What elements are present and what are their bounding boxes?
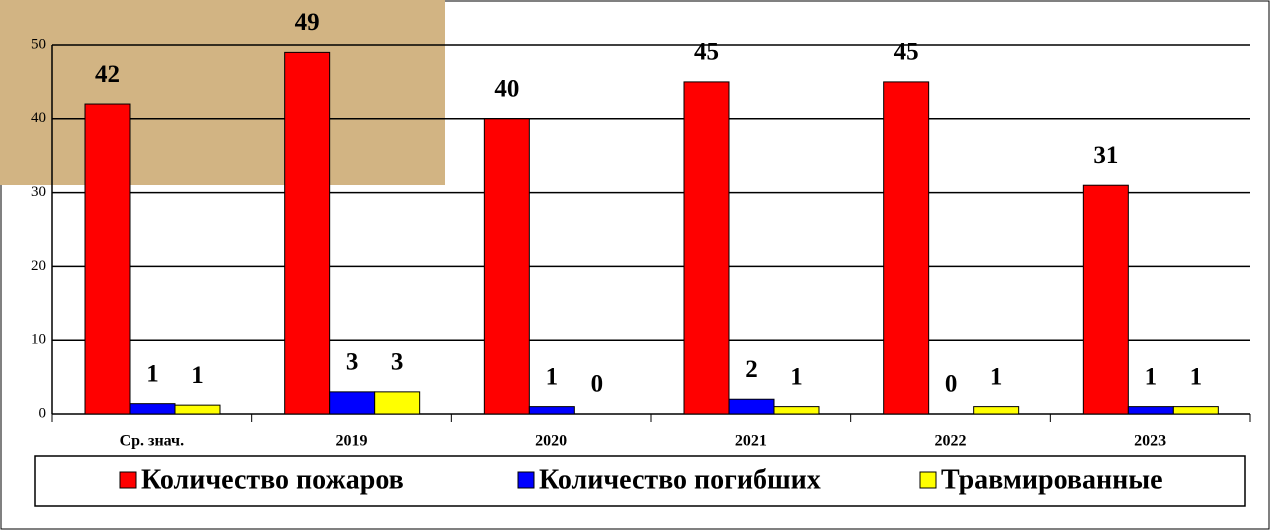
y-tick-label: 50 [31, 36, 46, 52]
data-label: 1 [990, 363, 1003, 390]
legend-swatch [919, 471, 937, 489]
bar [483, 118, 530, 415]
data-label: 45 [894, 39, 919, 66]
bar [1082, 184, 1129, 415]
x-tick-label: 2020 [535, 433, 567, 450]
data-label: 3 [346, 349, 359, 376]
x-tick-label: 2022 [935, 433, 967, 450]
bar [374, 391, 421, 415]
data-label: 45 [694, 39, 719, 66]
bar [773, 406, 820, 415]
bar [1127, 406, 1174, 415]
data-label: 1 [1145, 363, 1158, 390]
data-label: 3 [391, 349, 404, 376]
bar [129, 403, 176, 415]
data-label: 1 [546, 363, 559, 390]
bar [174, 404, 221, 415]
legend-label: Количество погибших [539, 464, 821, 495]
data-label: 31 [1093, 142, 1118, 169]
x-tick-label: 2023 [1134, 433, 1166, 450]
data-label: 1 [790, 363, 803, 390]
x-tick-label: Ср. знач. [120, 433, 184, 450]
data-label: 1 [146, 360, 159, 387]
bar [329, 391, 376, 415]
y-tick-label: 0 [39, 405, 47, 421]
bar [1172, 406, 1219, 415]
y-tick-label: 40 [31, 110, 46, 126]
background-texture [0, 0, 445, 185]
data-label: 49 [295, 9, 320, 36]
bar [84, 103, 131, 415]
legend-swatch [517, 471, 535, 489]
data-label: 40 [494, 76, 519, 103]
y-tick-label: 30 [31, 184, 46, 200]
data-label: 1 [1190, 363, 1203, 390]
data-label: 0 [591, 371, 604, 398]
legend-swatch [119, 471, 137, 489]
bar [883, 81, 930, 415]
data-label: 0 [945, 371, 958, 398]
data-label: 1 [191, 362, 204, 389]
data-label: 42 [95, 61, 120, 88]
x-tick-label: 2019 [336, 433, 368, 450]
bar [528, 406, 575, 415]
legend-label: Травмированные [941, 464, 1163, 495]
data-label: 2 [745, 356, 758, 383]
legend-label: Количество пожаров [141, 464, 404, 495]
bar [683, 81, 730, 415]
legend-box [34, 455, 1246, 507]
x-tick-label: 2021 [735, 433, 767, 450]
bar [728, 398, 775, 415]
y-tick-label: 20 [31, 258, 46, 274]
bar [284, 51, 331, 415]
bar [973, 406, 1020, 415]
y-tick-label: 10 [31, 332, 46, 348]
